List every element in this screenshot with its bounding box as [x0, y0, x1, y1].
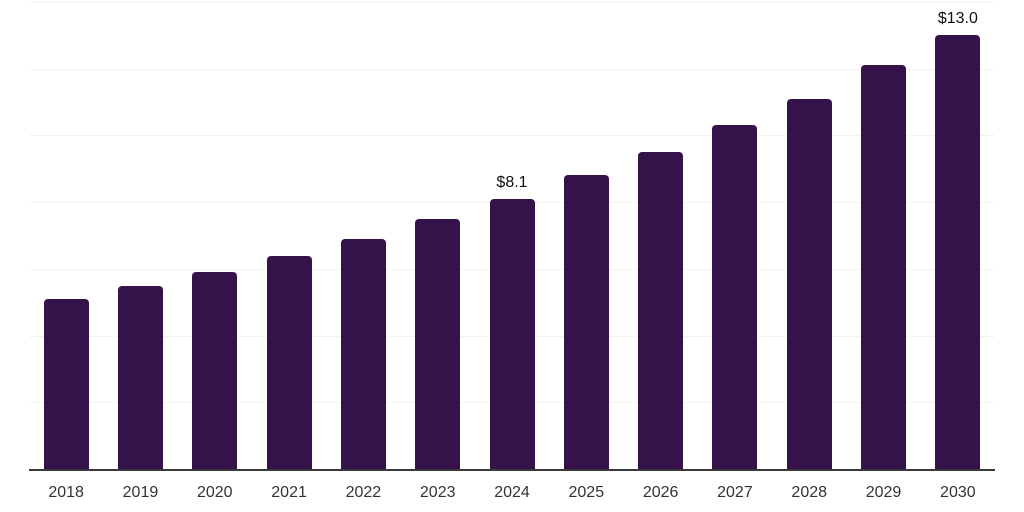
x-axis-labels: 2018 2019 2020 2021 2022 2023 2024 2025 2026 2027…	[29, 484, 995, 504]
gridline-10	[29, 135, 995, 137]
gridline-12	[29, 68, 995, 70]
x-tick-label-2027: 2027	[717, 484, 753, 501]
bar-2027	[712, 125, 758, 469]
plot-area: $8.1 $13.0	[29, 2, 995, 469]
bar-2020	[192, 272, 238, 469]
x-tick-label-2024: 2024	[494, 484, 530, 501]
bar-2023	[415, 218, 461, 469]
gridline-14	[29, 2, 995, 3]
bar-2030	[935, 35, 981, 469]
x-tick-label-2023: 2023	[419, 484, 456, 501]
x-tick-label-2028: 2028	[791, 484, 828, 501]
x-tick-label-2021: 2021	[271, 484, 307, 501]
bar-2026	[638, 152, 684, 469]
x-tick-label-2030: 2030	[940, 484, 976, 501]
data-label-2024: $8.1	[496, 173, 528, 191]
x-tick-label-2022: 2022	[345, 484, 382, 501]
bar-2028	[786, 98, 832, 469]
bar-2018	[43, 298, 89, 469]
x-tick-label-2026: 2026	[642, 484, 679, 501]
data-label-2030: $13.0	[937, 10, 978, 28]
bar-2022	[340, 238, 386, 469]
x-tick-label-2025: 2025	[568, 484, 605, 501]
bar-2025	[563, 175, 609, 469]
bar-2029	[861, 65, 907, 469]
x-tick-label-2029: 2029	[865, 484, 902, 501]
x-axis-line	[29, 469, 995, 471]
x-tick-label-2018: 2018	[48, 484, 84, 501]
x-tick-label-2020: 2020	[196, 484, 233, 501]
bar-2019	[117, 285, 163, 469]
x-tick-label-2019: 2019	[122, 484, 159, 501]
bar-2021	[266, 255, 312, 469]
bar-2024	[489, 198, 535, 469]
